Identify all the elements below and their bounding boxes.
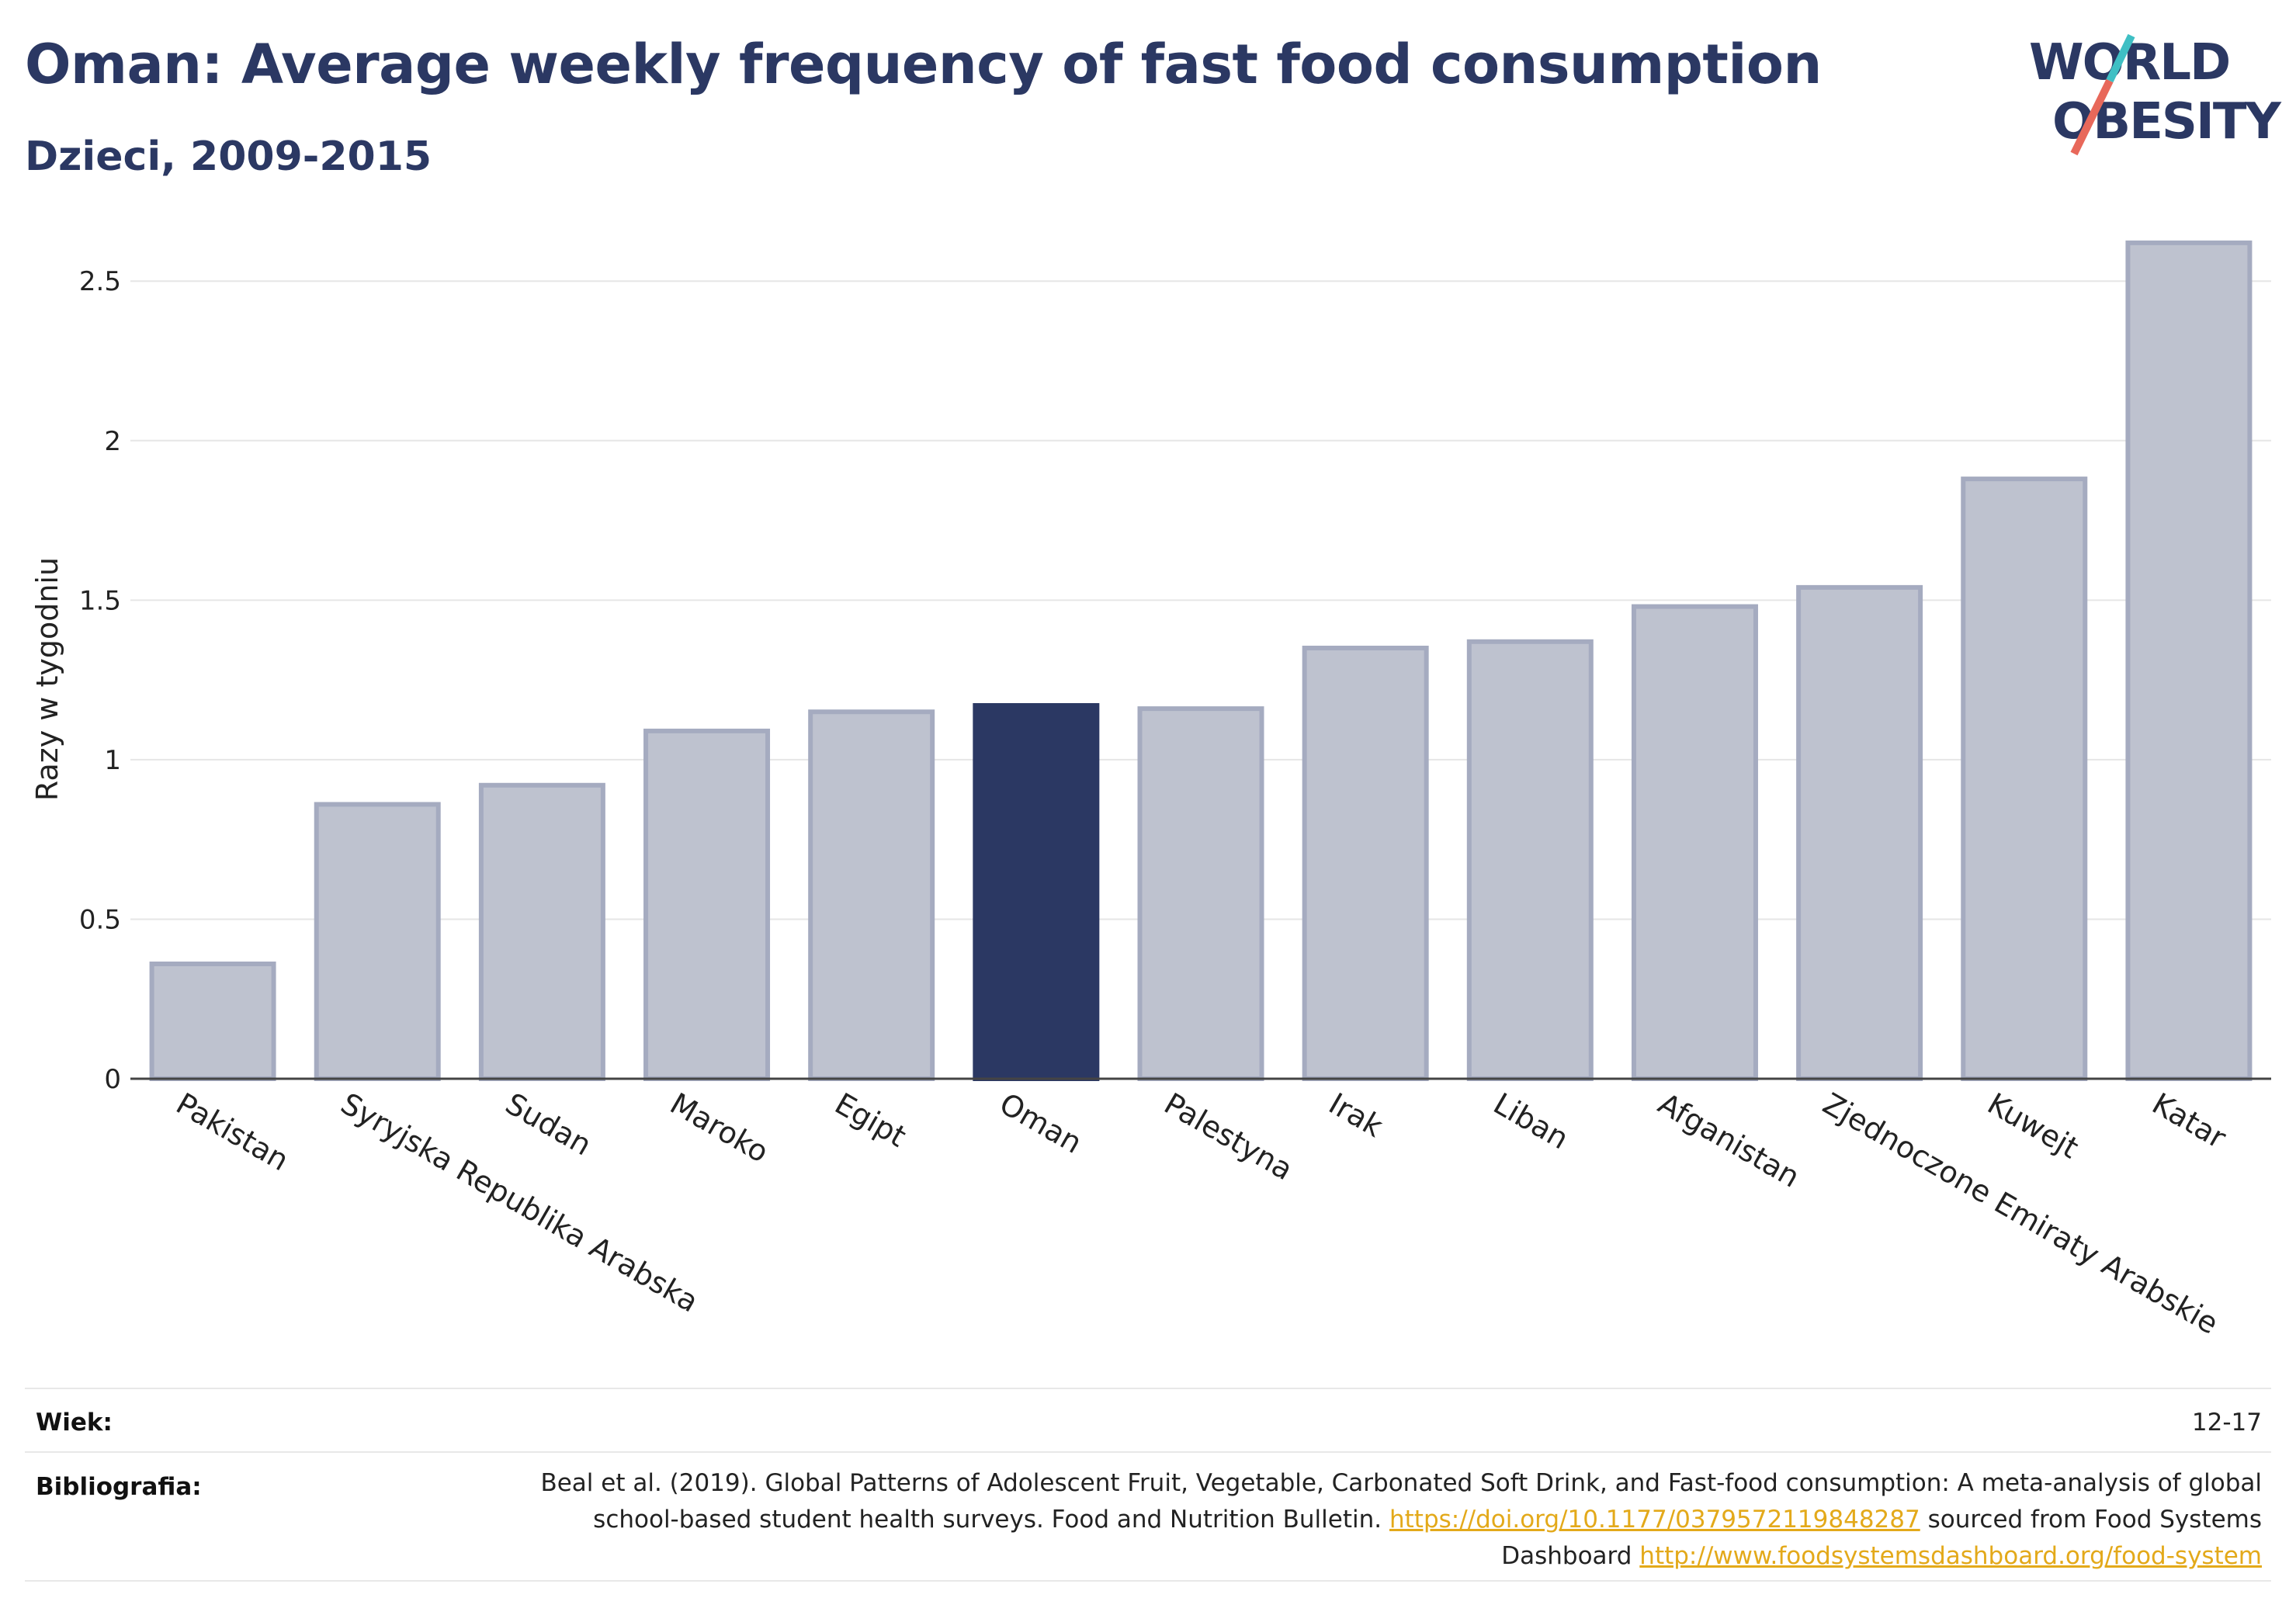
footer-divider <box>25 1451 2271 1453</box>
bar <box>1796 584 1923 1081</box>
bibliography-label: Bibliografia: <box>36 1473 202 1501</box>
x-tick-label: Irak <box>1323 1087 1389 1144</box>
x-tick-label: Maroko <box>664 1087 775 1170</box>
bar <box>314 802 441 1081</box>
x-tick-label: Sudan <box>500 1087 598 1163</box>
page-title: Oman: Average weekly frequency of fast f… <box>25 33 1822 96</box>
y-tick-label: 1.5 <box>79 585 121 616</box>
y-axis-title: Razy w tygodniu <box>30 557 64 801</box>
world-obesity-logo: WORLD OBESITY <box>2029 33 2282 156</box>
age-label: Wiek: <box>36 1409 113 1437</box>
x-tick-label: Afganistan <box>1653 1087 1805 1194</box>
bar <box>973 703 1100 1081</box>
bar <box>808 709 935 1081</box>
footer-divider <box>25 1580 2271 1582</box>
bar <box>2125 240 2253 1081</box>
doi-link[interactable]: https://doi.org/10.1177/0379572119848287 <box>1389 1506 1920 1534</box>
y-tick-label: 1 <box>104 745 121 776</box>
x-tick-label: Pakistan <box>171 1087 295 1178</box>
y-tick-label: 0 <box>104 1064 121 1095</box>
x-tick-label: Kuwejt <box>1982 1087 2084 1166</box>
y-tick-label: 0.5 <box>79 904 121 935</box>
bar <box>1302 646 1429 1081</box>
x-tick-label: Liban <box>1488 1087 1574 1156</box>
footer-divider <box>25 1388 2271 1389</box>
age-value: 12-17 <box>2191 1409 2262 1437</box>
bar <box>1961 477 2088 1081</box>
x-tick-label: Egipt <box>829 1087 912 1154</box>
bibliography-text: Beal et al. (2019). Global Patterns of A… <box>515 1465 2262 1575</box>
bar <box>1137 706 1264 1081</box>
bar <box>149 962 276 1081</box>
page-subtitle: Dzieci, 2009-2015 <box>25 133 432 180</box>
x-tick-label: Katar <box>2146 1087 2232 1156</box>
y-tick-label: 2.5 <box>79 266 121 297</box>
bar <box>643 728 771 1082</box>
bar <box>478 782 605 1081</box>
bar <box>1631 604 1758 1081</box>
x-tick-label: Oman <box>994 1087 1087 1160</box>
bibliography-citation: Beal et al. (2019). Global Patterns of A… <box>540 1469 2262 1534</box>
bibliography-source: sourced from Food Systems Dashboard <box>1501 1506 2262 1570</box>
x-tick-label: Palestyna <box>1159 1087 1299 1187</box>
dashboard-link[interactable]: http://www.foodsystemsdashboard.org/food… <box>1639 1542 2262 1570</box>
bar <box>1466 639 1594 1081</box>
y-tick-label: 2 <box>104 426 121 457</box>
